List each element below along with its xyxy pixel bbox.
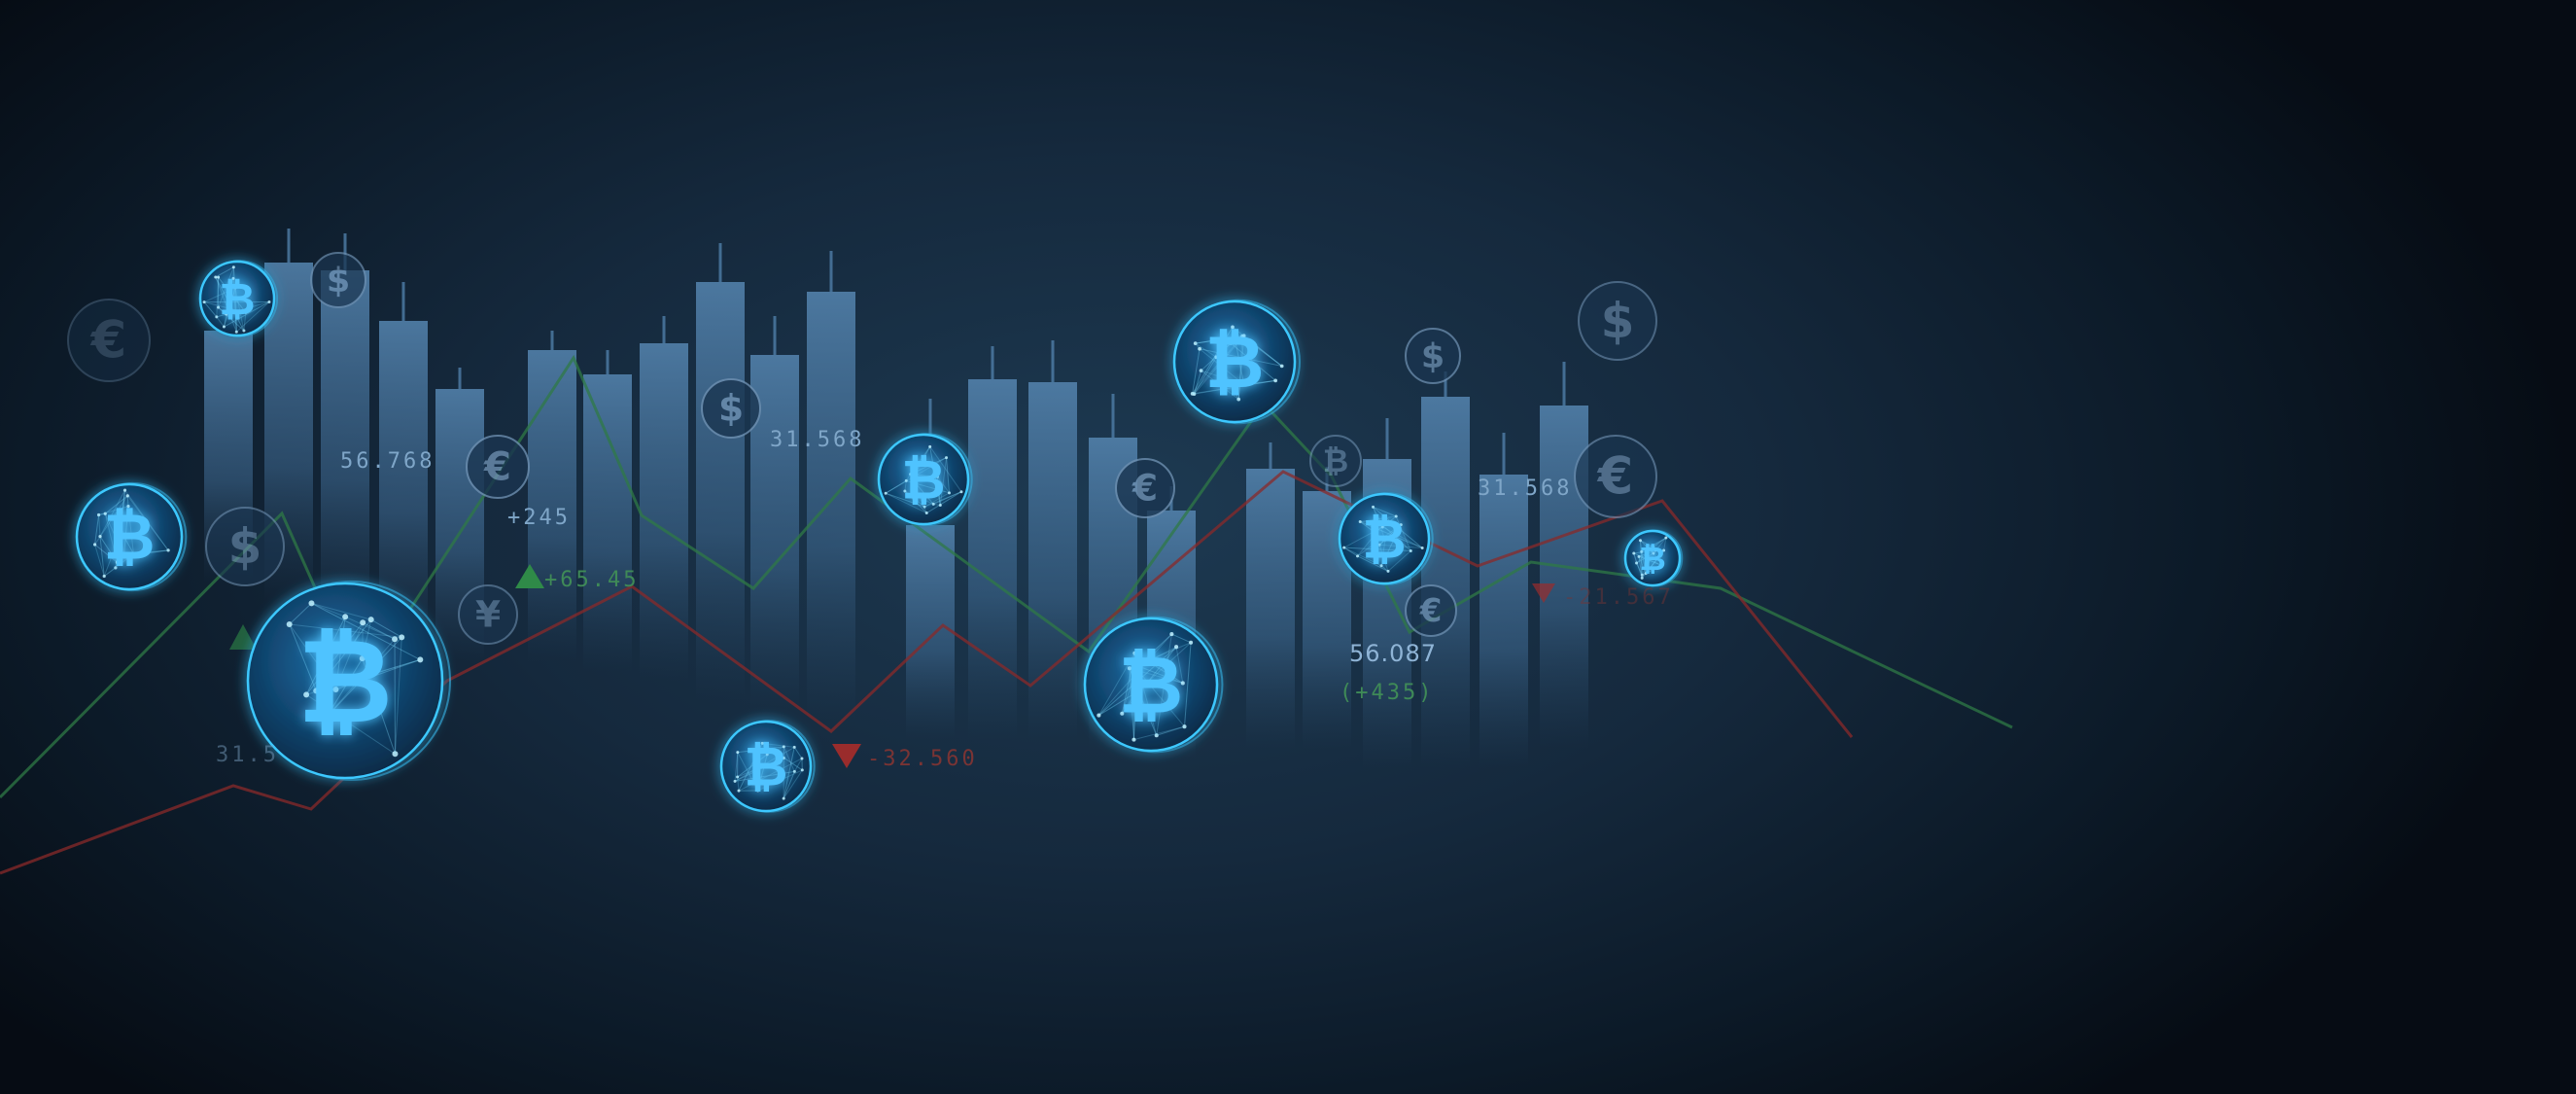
svg-text:€: € [1597,447,1634,507]
euro-icon: € [466,435,530,499]
candle-body [807,292,855,720]
svg-text:€: € [483,444,511,489]
euro-icon: € [1115,458,1175,518]
red-trend-line [0,470,1854,875]
candle-body [528,350,576,661]
up-triangle-icon [515,564,544,588]
svg-text:$: $ [1421,337,1445,376]
candle-body [321,270,369,622]
value-label-plus435: (+435) [1340,681,1435,705]
bitcoin-coins-group: ₿ ₿ ₿ ₿ ₿ ₿ ₿ ₿ ₿ [75,260,1684,813]
bitcoin-icon: ₿ [1309,435,1362,487]
candle-body [1028,382,1077,739]
svg-text:€: € [1131,467,1158,510]
svg-text:$: $ [327,262,350,300]
bitcoin-coin-icon: ₿ [877,433,973,526]
svg-text:₿: ₿ [219,273,255,325]
svg-text:₿: ₿ [1363,509,1407,571]
up-triangle-icon [229,624,257,650]
bitcoin-coin-icon: ₿ [198,260,279,337]
value-label-plus6545: +65.45 [544,568,640,592]
svg-text:₿: ₿ [1205,320,1265,405]
down-triangle-icon [1532,583,1555,603]
euro-icon: € [1405,584,1457,637]
dollar-icon: $ [1405,328,1461,384]
candle-body [640,343,688,681]
value-label-315: 31.5 [216,743,279,767]
candle-body [906,525,955,739]
value-label-56768: 56.768 [340,449,435,474]
candle-body [968,379,1017,739]
currency-symbols-group: € $ $ € ¥ $ € $ $ € ₿ € [67,252,1657,645]
svg-text:₿: ₿ [745,736,788,798]
svg-text:€: € [1419,592,1443,629]
dollar-icon: $ [205,507,285,586]
candle-body [1421,397,1470,768]
svg-text:¥: ¥ [475,593,501,636]
dollar-icon: $ [310,252,366,308]
value-label-minus21567: -21.567 [1563,585,1674,610]
svg-text:₿: ₿ [104,502,156,575]
svg-text:$: $ [228,518,262,575]
bitcoin-coin-icon: ₿ [246,581,451,781]
svg-text:₿: ₿ [902,449,946,512]
candle-body [1246,469,1295,749]
value-label-31568-b: 31.568 [1478,476,1573,501]
svg-text:₿: ₿ [297,615,393,750]
euro-icon: € [67,299,151,382]
candle-body [1479,475,1528,768]
value-label-minus32560: -32.560 [867,747,978,771]
value-label-56087: 56.087 [1349,640,1437,667]
bitcoin-coin-icon: ₿ [1338,492,1434,585]
down-triangle-icon [832,744,861,768]
euro-icon: € [1574,435,1657,518]
value-label-31568-a: 31.568 [770,428,865,452]
svg-text:$: $ [1601,293,1635,349]
yen-icon: ¥ [458,584,518,645]
svg-text:$: $ [718,387,744,430]
dollar-icon: $ [701,378,761,439]
svg-text:₿: ₿ [1323,442,1349,479]
bitcoin-coin-icon: ₿ [1083,616,1224,754]
dollar-icon: $ [1578,281,1657,361]
bitcoin-coin-icon: ₿ [75,481,188,592]
candle-body [583,374,632,671]
bitcoin-coin-icon: ₿ [1172,299,1301,425]
candle-body [696,282,745,700]
svg-text:₿: ₿ [1119,640,1184,732]
bitcoin-coin-icon: ₿ [719,720,816,813]
bitcoin-coin-icon: ₿ [1623,529,1684,587]
svg-text:€: € [90,311,127,371]
svg-text:₿: ₿ [1639,540,1665,578]
value-label-plus245: +245 [507,506,571,530]
